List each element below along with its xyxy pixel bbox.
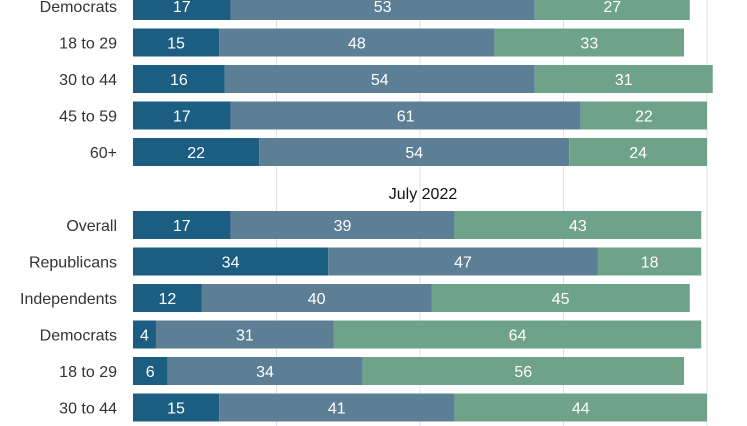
data-label: 44 [572, 401, 590, 418]
bar-segment [133, 65, 225, 93]
bar-segment [230, 0, 535, 20]
bar-segment [133, 393, 220, 422]
row-label: 18 to 29 [59, 36, 117, 53]
bar-segment [167, 357, 363, 385]
data-label: 54 [405, 145, 423, 162]
bar-segment [201, 284, 432, 312]
data-label: 17 [173, 109, 191, 126]
bar-segment [133, 0, 231, 20]
bar-segment [219, 28, 495, 57]
bar-segment [534, 65, 713, 93]
bar-segment [328, 247, 598, 276]
data-label: 22 [635, 109, 653, 126]
row-label: Independents [20, 291, 117, 308]
data-label: 24 [629, 145, 647, 162]
data-label: 48 [348, 36, 366, 53]
bar-segment [494, 28, 685, 57]
data-label: 17 [173, 218, 191, 235]
data-label: 56 [514, 364, 532, 381]
bar-segment [597, 247, 702, 276]
row-label: 60+ [90, 145, 117, 162]
bar-segment [569, 138, 707, 166]
data-label: 61 [397, 109, 415, 126]
data-label: 64 [509, 328, 527, 345]
data-label: 53 [374, 0, 392, 16]
bar-segment [133, 320, 156, 349]
bar-segment [230, 211, 455, 239]
data-label: 41 [328, 401, 346, 418]
data-label: 31 [615, 72, 633, 89]
bar-segment [454, 393, 707, 422]
bar-segment [219, 393, 455, 422]
bar-segment [133, 247, 329, 276]
data-label: 15 [167, 401, 185, 418]
bar-segment [534, 0, 690, 20]
bar-segment [133, 284, 202, 312]
bar-segment [333, 320, 702, 349]
row-label: 18 to 29 [59, 364, 117, 381]
bar-segment [133, 211, 231, 239]
data-label: 6 [146, 364, 155, 381]
panel-title: July 2022 [389, 186, 458, 203]
row-label: Overall [66, 218, 117, 235]
row-label: Democrats [40, 0, 117, 16]
data-label: 18 [641, 255, 659, 272]
data-label: 54 [371, 72, 389, 89]
bar-segment [230, 101, 581, 130]
bar-segment [155, 320, 334, 349]
data-label: 17 [173, 0, 191, 16]
data-label: 34 [222, 255, 240, 272]
data-label: 33 [580, 36, 598, 53]
data-label: 45 [552, 291, 570, 308]
data-label: 47 [454, 255, 472, 272]
data-label: 40 [308, 291, 326, 308]
bar-segment [133, 138, 260, 166]
bar-segment [259, 138, 570, 166]
bar-segment [224, 65, 535, 93]
data-label: 43 [569, 218, 587, 235]
bar-segment [133, 101, 231, 130]
row-label: 30 to 44 [59, 72, 117, 89]
row-label: Democrats [40, 328, 117, 345]
data-label: 15 [167, 36, 185, 53]
data-label: 16 [170, 72, 188, 89]
bar-segment [133, 357, 168, 385]
data-label: 12 [159, 291, 177, 308]
data-label: 39 [334, 218, 352, 235]
row-label: Republicans [29, 255, 117, 272]
data-label: 4 [140, 328, 149, 345]
bar-segment [362, 357, 685, 385]
row-label: 45 to 59 [59, 109, 117, 126]
data-label: 22 [187, 145, 205, 162]
bar-segment [133, 28, 220, 57]
bar-segment [454, 211, 702, 239]
row-label: 30 to 44 [59, 401, 117, 418]
bar-segment [431, 284, 690, 312]
bar-segment [580, 101, 707, 130]
data-label: 31 [236, 328, 254, 345]
data-label: 27 [603, 0, 621, 16]
data-label: 34 [256, 364, 274, 381]
